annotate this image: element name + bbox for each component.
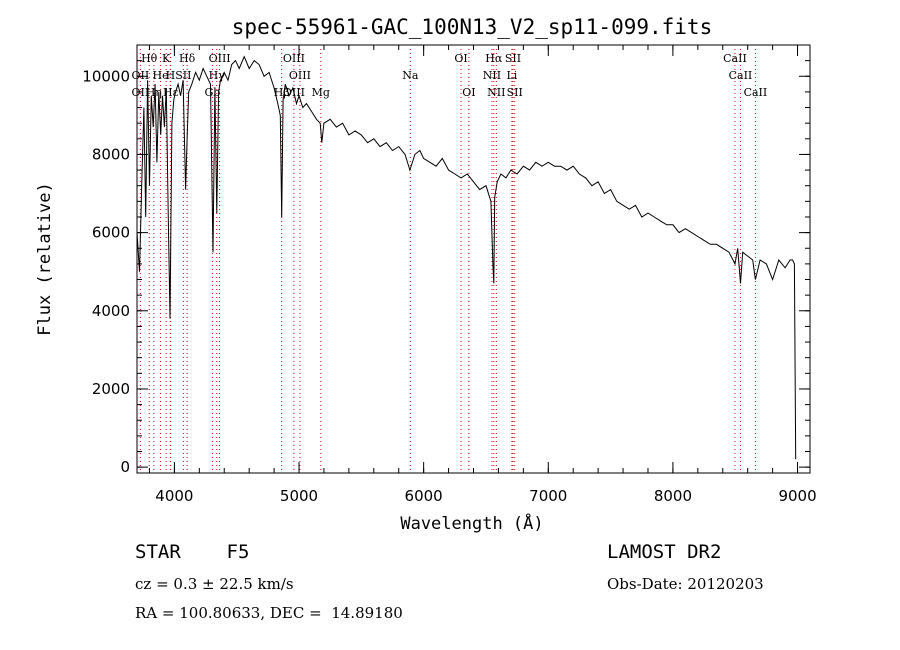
marker-label: Mg xyxy=(312,86,330,99)
marker-label: OIII xyxy=(283,52,305,65)
y-axis-label: Flux (relative) xyxy=(35,182,55,336)
y-tick-label: 0 xyxy=(120,458,130,476)
y-tick-label: 4000 xyxy=(92,302,130,320)
spectrum-line xyxy=(136,55,797,460)
marker-label: OIII xyxy=(209,52,231,65)
marker-label: SII xyxy=(507,86,523,99)
y-tick-label: 6000 xyxy=(92,224,130,242)
x-tick-label: 6000 xyxy=(405,487,443,505)
chart-title: spec-55961-GAC_100N13_V2_sp11-099.fits xyxy=(232,15,712,39)
marker-label: CaII xyxy=(723,52,747,65)
x-tick-label: 9000 xyxy=(778,487,816,505)
marker-label: OIII xyxy=(289,69,311,82)
y-tick-label: 8000 xyxy=(92,145,130,163)
marker-label: Hη xyxy=(146,86,162,99)
marker-label: H xyxy=(166,69,176,82)
axis-tick-labels: 4000 5000 6000 7000 8000 9000 0 2000 4000 6000 800… xyxy=(82,67,816,505)
marker-label: Li xyxy=(506,69,517,82)
marker-lines xyxy=(139,49,756,473)
marker-label: Hδ xyxy=(179,52,196,65)
marker-label: OI xyxy=(454,52,467,65)
axis-ticks xyxy=(137,44,810,473)
plot-frame xyxy=(136,44,811,474)
marker-label: OI xyxy=(462,86,475,99)
marker-label: CaII xyxy=(729,69,753,82)
x-tick-label: 4000 xyxy=(155,487,193,505)
marker-label: Na xyxy=(402,69,419,82)
object-type: STAR F5 xyxy=(135,541,250,563)
x-tick-label: 5000 xyxy=(280,487,318,505)
marker-label: NII xyxy=(487,86,505,99)
redshift-velocity: cz = 0.3 ± 22.5 km/s xyxy=(135,575,294,593)
marker-label: SII xyxy=(505,52,521,65)
x-tick-label: 8000 xyxy=(654,487,692,505)
marker-label: Hε xyxy=(163,86,179,99)
x-axis-label: Wavelength (Å) xyxy=(400,512,543,534)
marker-label: NII xyxy=(483,69,501,82)
marker-label: CaII xyxy=(744,86,768,99)
coordinates: RA = 100.80633, DEC = 14.89180 xyxy=(135,604,403,622)
marker-label: Gb xyxy=(204,86,220,99)
y-tick-label: 10000 xyxy=(82,67,130,85)
marker-label: Hα xyxy=(485,52,503,65)
marker-label: Hβ xyxy=(274,86,290,99)
marker-label: OII xyxy=(132,69,150,82)
x-tick-label: 7000 xyxy=(529,487,567,505)
marker-label: OII xyxy=(132,86,150,99)
marker-label: K xyxy=(162,52,171,65)
marker-label: Hθ xyxy=(141,52,158,65)
marker-label: SII xyxy=(175,69,191,82)
survey-name: LAMOST DR2 xyxy=(607,541,722,563)
observation-date: Obs-Date: 20120203 xyxy=(607,575,764,593)
marker-label: He xyxy=(153,69,169,82)
y-tick-label: 2000 xyxy=(92,380,130,398)
